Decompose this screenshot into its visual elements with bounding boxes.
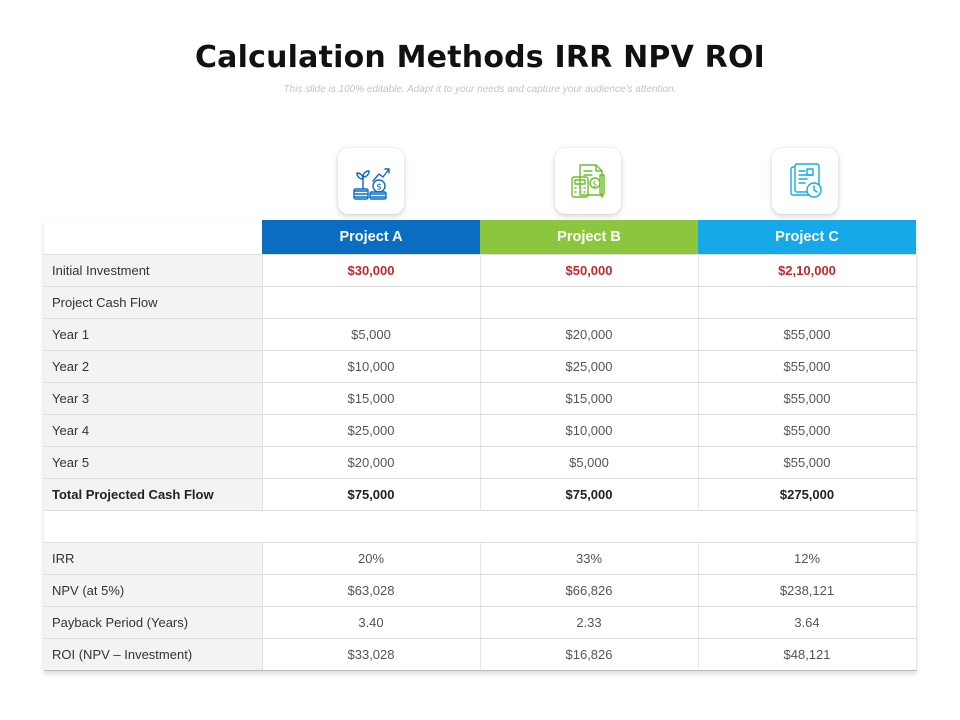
cell-project-c: $55,000 [698, 446, 917, 479]
cell-project-a: $10,000 [262, 350, 481, 383]
cell-project-b: 2.33 [480, 606, 699, 639]
svg-text:$: $ [592, 180, 597, 189]
table-row-npv: NPV (at 5%) $63,028 $66,826 $238,121 [44, 574, 917, 607]
calculator-documents-icon: $ [571, 164, 605, 198]
table-row-year-1: Year 1 $5,000 $20,000 $55,000 [44, 318, 917, 351]
cell-project-c [698, 286, 917, 319]
row-label: Initial Investment [44, 253, 263, 287]
cell-project-c: 12% [698, 542, 917, 575]
cell-project-b: $25,000 [480, 350, 699, 383]
project-a-icon-card: $ [338, 148, 404, 214]
cell-project-b: $10,000 [480, 414, 699, 447]
cell-project-b: $16,826 [480, 638, 699, 671]
table-header-row: Project A Project B Project C [44, 220, 916, 254]
cell-project-a: $5,000 [262, 318, 481, 351]
cell-project-a [262, 286, 481, 319]
table-row-project-cash-flow: Project Cash Flow [44, 286, 917, 319]
cell-project-a: $30,000 [262, 253, 481, 287]
cell-project-b [480, 286, 699, 319]
table-row-payback-period: Payback Period (Years) 3.40 2.33 3.64 [44, 606, 917, 639]
cell-project-a: 20% [262, 542, 481, 575]
table-row-year-3: Year 3 $15,000 $15,000 $55,000 [44, 382, 917, 415]
cell-project-c: 3.64 [698, 606, 917, 639]
page-subtitle: This slide is 100% editable. Adapt it to… [283, 84, 677, 95]
cell-project-c: $55,000 [698, 318, 917, 351]
svg-text:$: $ [376, 183, 382, 193]
row-label: Year 1 [44, 318, 263, 351]
page-title: Calculation Methods IRR NPV ROI [194, 40, 766, 75]
cell-project-b: 33% [480, 542, 699, 575]
row-label: Year 5 [44, 446, 263, 479]
cell-project-b: $66,826 [480, 574, 699, 607]
cell-project-b: $15,000 [480, 382, 699, 415]
cell-project-a: $15,000 [262, 382, 481, 415]
row-label: Year 4 [44, 414, 263, 447]
cell-project-c: $2,10,000 [698, 253, 917, 287]
row-label: IRR [44, 542, 263, 575]
cell-project-c: $238,121 [698, 574, 917, 607]
row-label: Total Projected Cash Flow [44, 478, 263, 511]
table-row-initial-investment: Initial Investment $30,000 $50,000 $2,10… [44, 253, 917, 287]
table-spacer-row [44, 510, 916, 543]
plant-growth-coins-icon: $ [353, 168, 390, 200]
table-row-total-projected-cash-flow: Total Projected Cash Flow $75,000 $75,00… [44, 478, 917, 511]
row-label: Project Cash Flow [44, 286, 263, 319]
comparison-table: Project A Project B Project C Initial In… [44, 220, 917, 671]
header-project-c: Project C [698, 220, 916, 254]
header-project-a: Project A [262, 220, 480, 254]
cell-project-b: $20,000 [480, 318, 699, 351]
spacer-cell [44, 510, 916, 543]
calendar-clock-icon [790, 163, 822, 198]
cell-project-c: $55,000 [698, 414, 917, 447]
cell-project-a: 3.40 [262, 606, 481, 639]
row-label: ROI (NPV – Investment) [44, 638, 263, 671]
row-label: Year 3 [44, 382, 263, 415]
table-row-year-2: Year 2 $10,000 $25,000 $55,000 [44, 350, 917, 383]
cell-project-a: $33,028 [262, 638, 481, 671]
table-row-year-5: Year 5 $20,000 $5,000 $55,000 [44, 446, 917, 479]
project-c-icon-card [772, 148, 838, 214]
cell-project-a: $75,000 [262, 478, 481, 511]
cell-project-c: $48,121 [698, 638, 917, 671]
row-label: Year 2 [44, 350, 263, 383]
header-empty-cell [44, 220, 262, 254]
project-b-icon-card: $ [555, 148, 621, 214]
cell-project-b: $75,000 [480, 478, 699, 511]
table-row-roi: ROI (NPV – Investment) $33,028 $16,826 $… [44, 638, 917, 671]
row-label: NPV (at 5%) [44, 574, 263, 607]
cell-project-b: $5,000 [480, 446, 699, 479]
cell-project-c: $55,000 [698, 382, 917, 415]
cell-project-a: $25,000 [262, 414, 481, 447]
table-row-irr: IRR 20% 33% 12% [44, 542, 917, 575]
cell-project-a: $63,028 [262, 574, 481, 607]
cell-project-c: $55,000 [698, 350, 917, 383]
cell-project-a: $20,000 [262, 446, 481, 479]
header-project-b: Project B [480, 220, 698, 254]
cell-project-c: $275,000 [698, 478, 917, 511]
cell-project-b: $50,000 [480, 253, 699, 287]
row-label: Payback Period (Years) [44, 606, 263, 639]
table-row-year-4: Year 4 $25,000 $10,000 $55,000 [44, 414, 917, 447]
